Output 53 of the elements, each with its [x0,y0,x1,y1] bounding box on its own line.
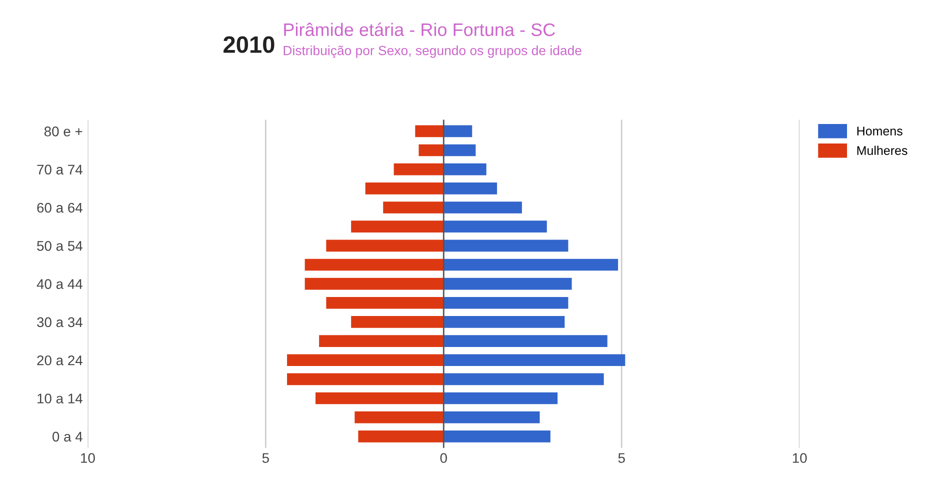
bar [444,202,522,214]
bar [444,240,568,252]
y-tick-label: 80 e + [44,126,82,136]
bar [444,125,472,138]
x-tick-label: 5 [262,453,269,463]
bar [444,296,568,309]
bar [444,335,608,347]
bar [444,354,626,366]
bar [444,411,540,424]
bar [354,411,444,424]
bar [326,240,444,252]
bar [444,144,476,156]
y-tick-label: 30 a 34 [37,317,82,328]
bar [365,182,444,194]
bar [316,392,444,404]
x-tick-label: 0 [440,453,447,463]
chart-title: Pirâmide etária - Rio Fortuna - SC [284,22,555,36]
bar [415,125,444,138]
bar [444,258,618,271]
bar [351,220,444,232]
bar [444,278,572,290]
legend-label: Mulheres [857,146,908,155]
bar [319,335,444,347]
bar [444,373,604,386]
y-tick-label: 50 a 54 [37,240,82,251]
bar [326,296,444,309]
bar [444,316,565,328]
bar [287,373,444,386]
text: 2010 [224,36,274,53]
bar [383,202,444,214]
bar [444,392,558,404]
bar [287,354,444,366]
bar [444,430,550,442]
bar [358,430,444,442]
y-tick-label: 70 a 74 [37,164,82,175]
y-tick-label: 20 a 24 [37,355,82,366]
x-tick-label: 10 [792,453,807,463]
bar [304,258,444,271]
bar [304,278,444,290]
bar [351,316,444,328]
bar [444,220,547,232]
chart-subtitle: Distribuição por Sexo, segundo os grupos de idade [284,46,582,58]
bar [394,163,444,176]
x-tick-label: 10 [81,453,95,463]
bar [444,163,486,176]
x-tick-label: 5 [618,453,625,463]
y-tick-label: 0 a 4 [52,432,82,442]
y-tick-label: 10 a 14 [38,394,82,404]
y-tick-label: 60 a 64 [37,202,82,213]
bar [418,144,444,156]
bar [444,182,498,194]
legend-label: Homens [857,126,902,136]
y-tick-label: 40 a 44 [36,279,82,289]
